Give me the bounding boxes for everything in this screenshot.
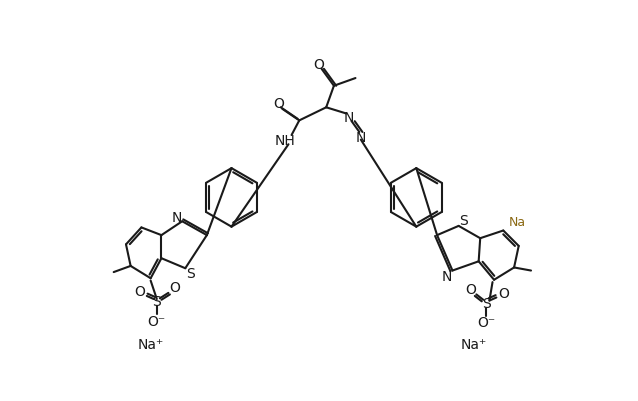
Text: S: S — [152, 295, 161, 309]
Text: O: O — [313, 58, 324, 72]
Text: N: N — [442, 269, 452, 283]
Text: S: S — [459, 214, 468, 228]
Text: NH: NH — [275, 133, 296, 147]
Text: O: O — [135, 285, 145, 299]
Text: O: O — [273, 96, 284, 110]
Text: O: O — [169, 281, 180, 295]
Text: Na⁺: Na⁺ — [138, 337, 164, 351]
Text: O: O — [464, 282, 476, 296]
Text: Na⁺: Na⁺ — [461, 337, 487, 351]
Text: Na: Na — [508, 215, 526, 228]
Text: N: N — [172, 210, 182, 224]
Text: N: N — [344, 110, 355, 124]
Text: S: S — [186, 266, 195, 280]
Text: O⁻: O⁻ — [477, 315, 496, 329]
Text: N: N — [355, 130, 366, 144]
Text: O: O — [498, 286, 508, 300]
Text: O⁻: O⁻ — [147, 314, 166, 328]
Text: S: S — [482, 296, 491, 310]
